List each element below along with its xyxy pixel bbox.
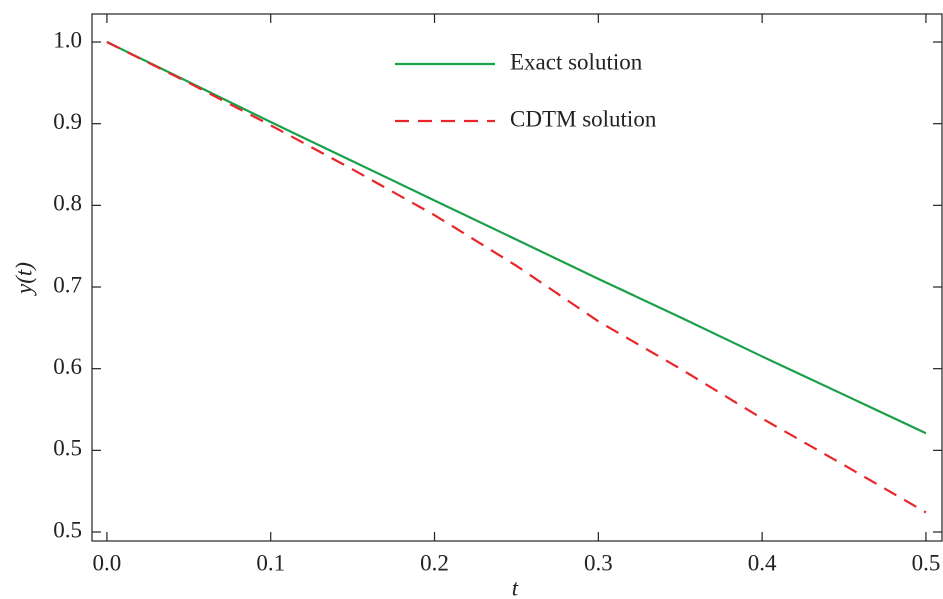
x-axis-label: t [512,575,519,599]
x-tick-label: 0.1 [256,550,285,575]
x-tick-label: 0.0 [93,550,122,575]
data-line [106,41,927,435]
x-tick-label: 0.4 [748,550,777,575]
x-tick-label: 0.3 [584,550,613,575]
legend-label: Exact solution [510,49,643,74]
y-tick-label: 0.7 [53,272,82,297]
x-tick-label: 0.2 [420,550,449,575]
y-axis-label: y(t) [11,262,36,296]
y-tick-label: 0.5 [53,436,82,461]
data-line [106,41,927,514]
y-tick-label: 0.9 [53,109,82,134]
legend-label: CDTM solution [510,106,657,131]
y-tick-label: 0.8 [53,191,82,216]
plot-frame [91,13,943,542]
y-tick-label: 0.5 [53,517,82,542]
y-tick-label: 0.6 [53,354,82,379]
x-tick-label: 0.5 [912,550,941,575]
y-tick-label: 1.0 [53,27,82,52]
